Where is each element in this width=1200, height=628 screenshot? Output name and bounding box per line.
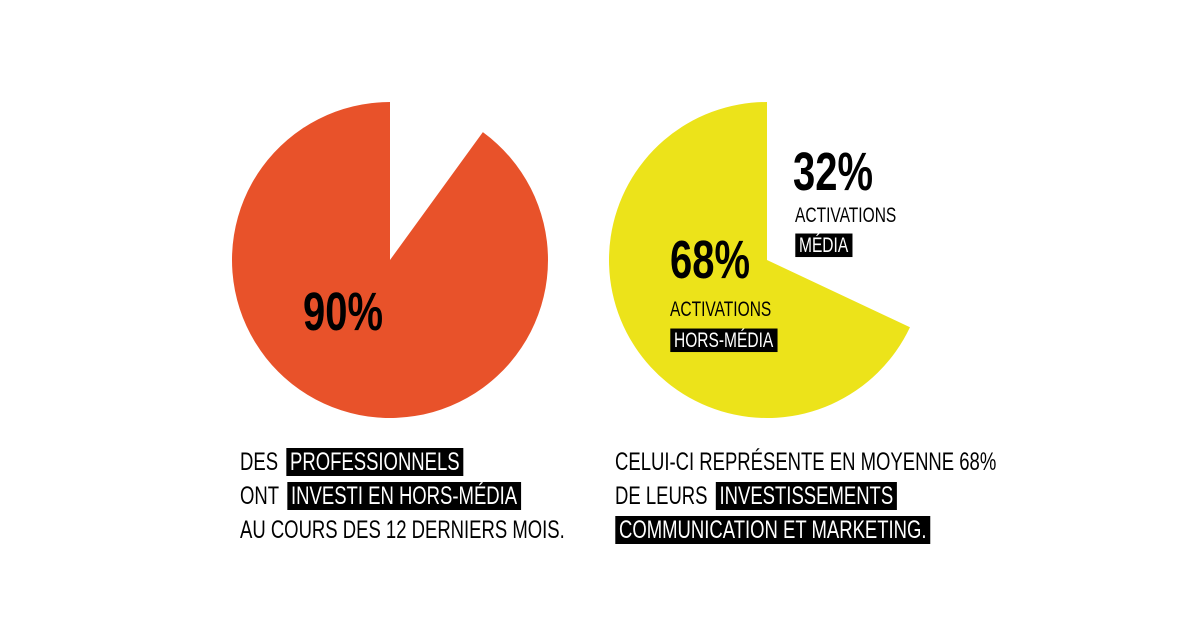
slice-label: ACTIVATIONS <box>670 297 771 321</box>
value-label: 32% <box>793 142 873 202</box>
highlight <box>795 233 853 258</box>
highlight <box>287 482 522 510</box>
caption-text: INVESTISSEMENTS <box>720 481 894 509</box>
highlight <box>615 516 931 544</box>
slice-label: HORS-MÉDIA <box>674 328 774 352</box>
highlight <box>715 482 897 510</box>
value-label: 90% <box>303 282 383 342</box>
pie-slice <box>390 102 483 260</box>
pie-slice <box>232 102 548 418</box>
value-label: 68% <box>670 230 750 290</box>
slice-label: MÉDIA <box>799 233 849 257</box>
caption-text: ONT <box>240 481 279 509</box>
caption-text: AU COURS DES 12 DERNIERS MOIS. <box>240 515 565 543</box>
pie-slice <box>767 102 925 328</box>
caption-text: COMMUNICATION ET MARKETING. <box>619 515 927 543</box>
highlight <box>670 328 778 353</box>
caption-text: CELUI-CI REPRÉSENTE EN MOYENNE 68% <box>615 447 996 475</box>
slice-label: ACTIVATIONS <box>795 203 896 227</box>
caption-text: DES <box>240 447 278 475</box>
caption-text: INVESTI EN HORS-MÉDIA <box>291 481 517 509</box>
caption-text: DE LEURS <box>615 481 708 509</box>
caption-text: PROFESSIONNELS <box>290 447 460 475</box>
highlight <box>286 448 464 476</box>
